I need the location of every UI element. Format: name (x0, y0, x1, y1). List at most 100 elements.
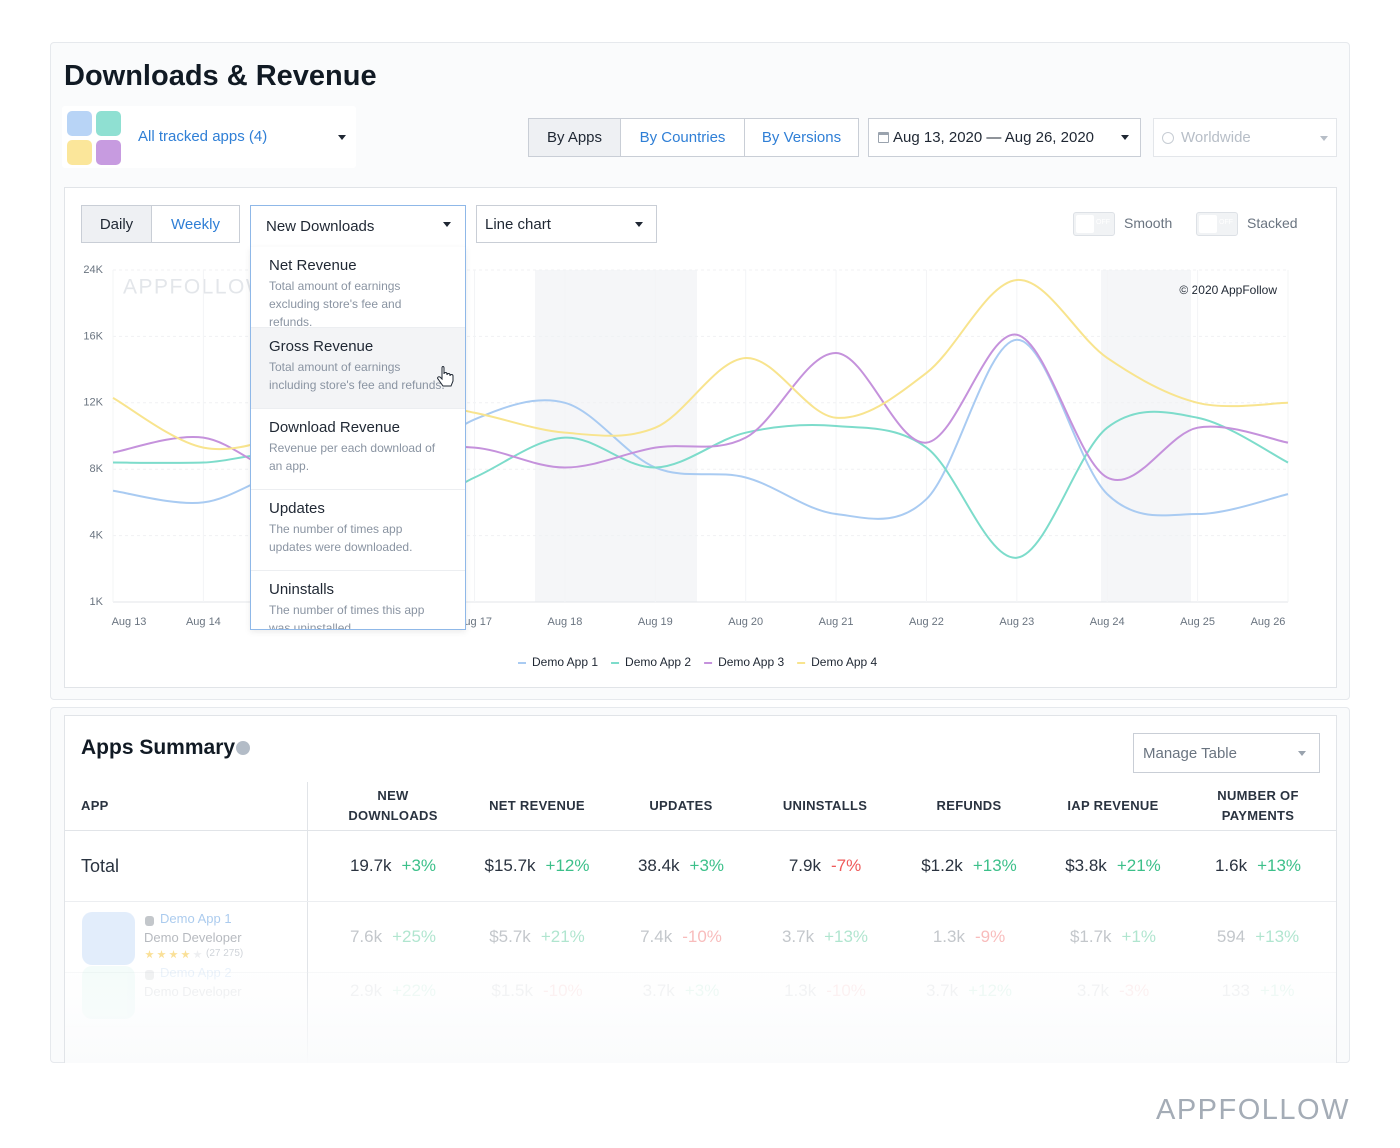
y-tick-label: 12K (83, 397, 103, 409)
cell-change: +25% (392, 927, 437, 946)
metric-option-description: Total amount of earnings including store… (269, 360, 445, 392)
view-tab[interactable]: By Apps (528, 118, 621, 157)
legend-label: Demo App 3 (718, 655, 784, 669)
cell-change: -9% (974, 927, 1006, 946)
region-select[interactable]: Worldwide (1153, 118, 1337, 157)
cell-change: +13% (972, 856, 1017, 875)
metric-option-title: Net Revenue (269, 257, 357, 274)
legend-label: Demo App 1 (532, 655, 598, 669)
x-tick-label: Aug 26 (1251, 616, 1286, 628)
cell-change: +12% (545, 856, 590, 875)
cell-value: $1.2k (921, 856, 963, 875)
metric-option[interactable]: Download Revenue Revenue per each downloa… (251, 409, 465, 490)
row-name: Total (81, 856, 120, 876)
table-cell: $5.7k +21% (462, 927, 612, 947)
table-row: Total 19.7k +3% $15.7k +12% 38.4k +3% 7.9k -7% $1… (65, 831, 1336, 902)
toggle-state: OFF (1096, 219, 1110, 226)
weekend-band (1101, 270, 1191, 602)
help-icon (236, 741, 250, 755)
table-cell: $1.2k +13% (894, 856, 1044, 876)
cursor-hand (437, 366, 454, 387)
chart-type-label: Line chart (485, 215, 551, 233)
rating-star (181, 950, 190, 959)
column-header: UNINSTALLS (782, 798, 868, 813)
column-header: NEW DOWNLOADS (348, 788, 438, 823)
y-tick-label: 1K (90, 596, 104, 608)
app-color-swatch (67, 140, 92, 165)
x-tick-label: Aug 19 (638, 616, 673, 628)
metric-select[interactable]: New Downloads (250, 205, 466, 248)
app-selector-label: All tracked apps (4) (138, 128, 268, 145)
metric-select-label: New Downloads (266, 218, 375, 235)
caret-icon (443, 222, 451, 227)
y-tick-label: 24K (83, 264, 103, 276)
cell-change: +13% (1255, 927, 1300, 946)
cell-value: $3.8k (1065, 856, 1107, 875)
table-cell: 3.7k +13% (750, 927, 900, 947)
metric-option[interactable]: Uninstalls The number of times this app w… (251, 571, 465, 630)
metric-option[interactable]: Updates The number of times app updates w… (251, 490, 465, 571)
date-range-select[interactable]: Aug 13, 2020 — Aug 26, 2020 (868, 118, 1141, 157)
chart-type-select[interactable]: Line chart (476, 205, 657, 243)
header-divider (65, 830, 1336, 831)
view-tab[interactable]: By Versions (745, 118, 859, 157)
y-tick-label: 8K (90, 463, 104, 475)
metric-option[interactable]: Gross Revenue Total amount of earnings in… (251, 328, 465, 409)
metric-option-description: The number of times app updates were dow… (269, 522, 413, 554)
cell-value: 1.6k (1214, 856, 1248, 875)
toggle[interactable]: OFF (1073, 212, 1115, 236)
metric-option-description: The number of times this app was uninsta… (269, 603, 425, 630)
metric-option-title: Download Revenue (269, 419, 400, 436)
app-color-swatch (67, 111, 92, 136)
table-cell: $15.7k +12% (462, 856, 612, 876)
table-cell: 1.3k -9% (894, 927, 1044, 947)
table-fade (65, 966, 1336, 1063)
manage-table-label: Manage Table (1143, 744, 1237, 762)
page-title: Downloads & Revenue (64, 60, 377, 92)
rating-star (145, 950, 154, 959)
table-cell: 7.6k +25% (318, 927, 468, 947)
cell-change: +21% (1116, 856, 1161, 875)
toggle[interactable]: OFF (1196, 212, 1238, 236)
globe-icon (1162, 132, 1174, 144)
cell-value: 38.4k (637, 856, 680, 875)
toggle-knob (1199, 215, 1217, 233)
caret-icon (1298, 751, 1306, 756)
chart-watermark: APPFOLLOW (123, 276, 267, 299)
view-tab[interactable]: By Countries (621, 118, 745, 157)
app-color-swatch (96, 111, 121, 136)
x-tick-label: Aug 25 (1180, 616, 1215, 628)
period-tab[interactable]: Daily (81, 205, 152, 243)
x-tick-label: Aug 20 (728, 616, 763, 628)
rating-star (157, 950, 166, 959)
date-range-label: Aug 13, 2020 — Aug 26, 2020 (893, 129, 1094, 146)
column-header: NET REVENUE (489, 798, 585, 813)
x-tick-label: Aug 23 (999, 616, 1034, 628)
caret-icon (635, 222, 643, 227)
app-name: Demo App 1 (160, 911, 232, 926)
x-tick-label: Aug 22 (909, 616, 944, 628)
chart-copyright: © 2020 AppFollow (1179, 283, 1277, 297)
legend-label: Demo App 2 (625, 655, 691, 669)
app-selector[interactable]: All tracked apps (4) (62, 106, 356, 168)
table-cell: 1.6k +13% (1183, 856, 1333, 876)
cell-value: 19.7k (349, 856, 392, 875)
cell-change: +13% (824, 927, 869, 946)
caret-icon (1121, 135, 1129, 140)
app-developer: Demo Developer (144, 930, 242, 945)
table-cell: $1.7k +1% (1038, 927, 1188, 947)
caret-icon (1320, 136, 1328, 141)
manage-table-select[interactable]: Manage Table (1133, 733, 1320, 773)
metric-option-title: Updates (269, 500, 325, 517)
metric-option-title: Gross Revenue (269, 338, 374, 355)
period-tab[interactable]: Weekly (152, 205, 240, 243)
x-tick-label: Aug 18 (547, 616, 582, 628)
x-tick-label: Aug 21 (819, 616, 854, 628)
table-cell: 7.9k -7% (750, 856, 900, 876)
cell-change: +21% (540, 927, 585, 946)
column-header: APP (81, 798, 109, 813)
metric-option-title: Uninstalls (269, 581, 335, 598)
metric-option[interactable]: Net Revenue Total amount of earnings excl… (251, 247, 465, 329)
app-color-swatch (96, 140, 121, 165)
